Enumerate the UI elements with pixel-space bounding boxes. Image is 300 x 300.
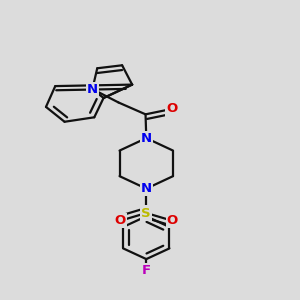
Text: N: N [87, 82, 98, 96]
Text: N: N [141, 182, 152, 195]
Text: N: N [141, 132, 152, 145]
Text: F: F [142, 264, 151, 277]
Text: O: O [115, 214, 126, 227]
Text: S: S [142, 206, 151, 220]
Text: O: O [167, 214, 178, 227]
Text: O: O [166, 103, 177, 116]
